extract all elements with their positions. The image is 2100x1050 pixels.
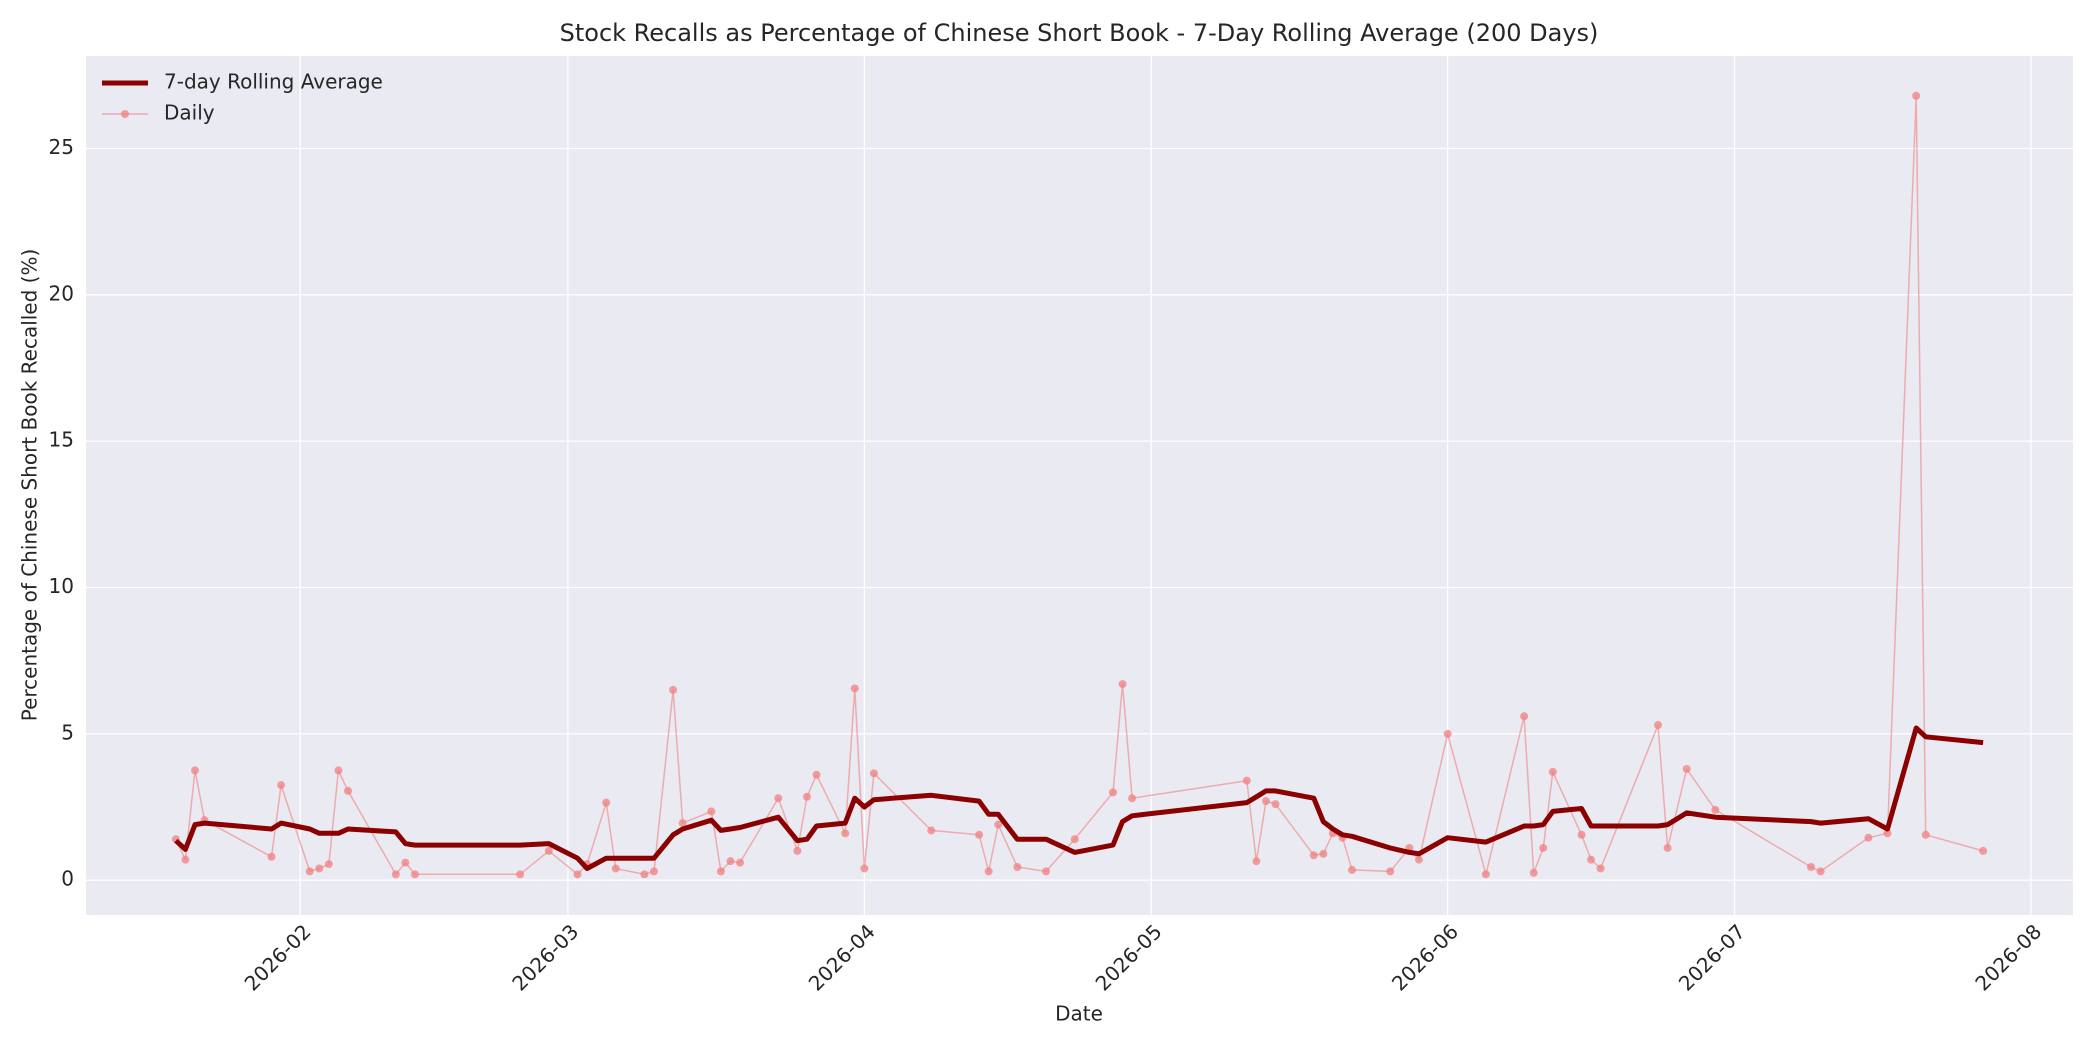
data-point (850, 684, 859, 693)
data-point (191, 766, 200, 775)
data-point (1682, 764, 1691, 773)
data-point (1654, 721, 1663, 730)
plot-area (86, 56, 2073, 915)
x-tick-label: 2026-06 (1387, 919, 1463, 995)
data-point (860, 864, 869, 873)
x-tick-label: 2026-02 (240, 919, 316, 995)
data-point (573, 870, 582, 879)
data-point (1309, 851, 1318, 860)
data-point (649, 867, 658, 876)
data-point (640, 870, 649, 879)
legend-label: 7-day Rolling Average (164, 70, 383, 94)
data-point (1711, 805, 1720, 814)
y-tick-label: 10 (49, 574, 74, 598)
data-point (1548, 767, 1557, 776)
data-point (678, 819, 687, 828)
data-point (324, 860, 333, 869)
data-point (611, 864, 620, 873)
data-point (1979, 846, 1988, 855)
data-point (1587, 855, 1596, 864)
series-line (174, 725, 1984, 871)
x-tick-label: 2026-07 (1674, 919, 1750, 995)
data-point (1042, 867, 1051, 876)
data-point (602, 798, 611, 807)
data-point (994, 820, 1003, 829)
data-point (1577, 830, 1586, 839)
data-point (1816, 867, 1825, 876)
data-point (1529, 868, 1538, 877)
data-point (1883, 829, 1892, 838)
data-point (869, 769, 878, 778)
data-point (1013, 863, 1022, 872)
data-point (1242, 776, 1251, 785)
y-tick-label: 0 (61, 867, 74, 891)
x-axis-label: Date (1055, 1002, 1103, 1026)
data-point (1271, 800, 1280, 809)
data-point (181, 855, 190, 864)
legend-marker (121, 110, 129, 118)
y-axis-label: Percentage of Chinese Short Book Recalle… (18, 249, 42, 722)
data-point (1806, 863, 1815, 872)
data-point (802, 792, 811, 801)
x-tick-label: 2026-04 (804, 919, 880, 995)
data-point (1414, 855, 1423, 864)
y-tick-label: 15 (49, 428, 74, 452)
data-point (984, 867, 993, 876)
data-point (1539, 843, 1548, 852)
data-point (1921, 830, 1930, 839)
data-point (975, 830, 984, 839)
data-point (812, 770, 821, 779)
x-tick-label: 2026-08 (1970, 919, 2046, 995)
data-point (927, 826, 936, 835)
chart-title: Stock Recalls as Percentage of Chinese S… (560, 19, 1599, 47)
data-point (516, 870, 525, 879)
data-point (1864, 833, 1873, 842)
data-point (669, 685, 678, 694)
data-point (344, 786, 353, 795)
data-point (1108, 788, 1117, 797)
data-point (1252, 857, 1261, 866)
y-tick-label: 25 (49, 135, 74, 159)
y-tick-label: 20 (49, 281, 74, 305)
data-point (1118, 680, 1127, 689)
data-point (1070, 835, 1079, 844)
data-point (391, 870, 400, 879)
data-point (716, 867, 725, 876)
data-point (1481, 870, 1490, 879)
data-point (544, 846, 553, 855)
x-tick-label: 2026-05 (1091, 919, 1167, 995)
data-point (1443, 729, 1452, 738)
data-point (774, 794, 783, 803)
data-point (726, 857, 735, 866)
data-point (793, 846, 802, 855)
data-point (1912, 91, 1921, 100)
data-point (1261, 797, 1270, 806)
data-point (305, 867, 314, 876)
data-point (315, 864, 324, 873)
data-point (1520, 712, 1529, 721)
data-point (267, 852, 276, 861)
data-point (1319, 849, 1328, 858)
data-point (1348, 865, 1357, 874)
data-point (707, 807, 716, 816)
data-point (401, 858, 410, 867)
data-point (277, 781, 286, 790)
data-point (1386, 867, 1395, 876)
data-point (1663, 843, 1672, 852)
data-point (334, 766, 343, 775)
y-tick-label: 5 (61, 720, 74, 744)
data-point (410, 870, 419, 879)
data-point (1128, 794, 1137, 803)
x-tick-label: 2026-03 (507, 919, 583, 995)
data-point (736, 858, 745, 867)
data-point (1596, 864, 1605, 873)
legend-label: Daily (164, 101, 215, 125)
data-point (841, 829, 850, 838)
